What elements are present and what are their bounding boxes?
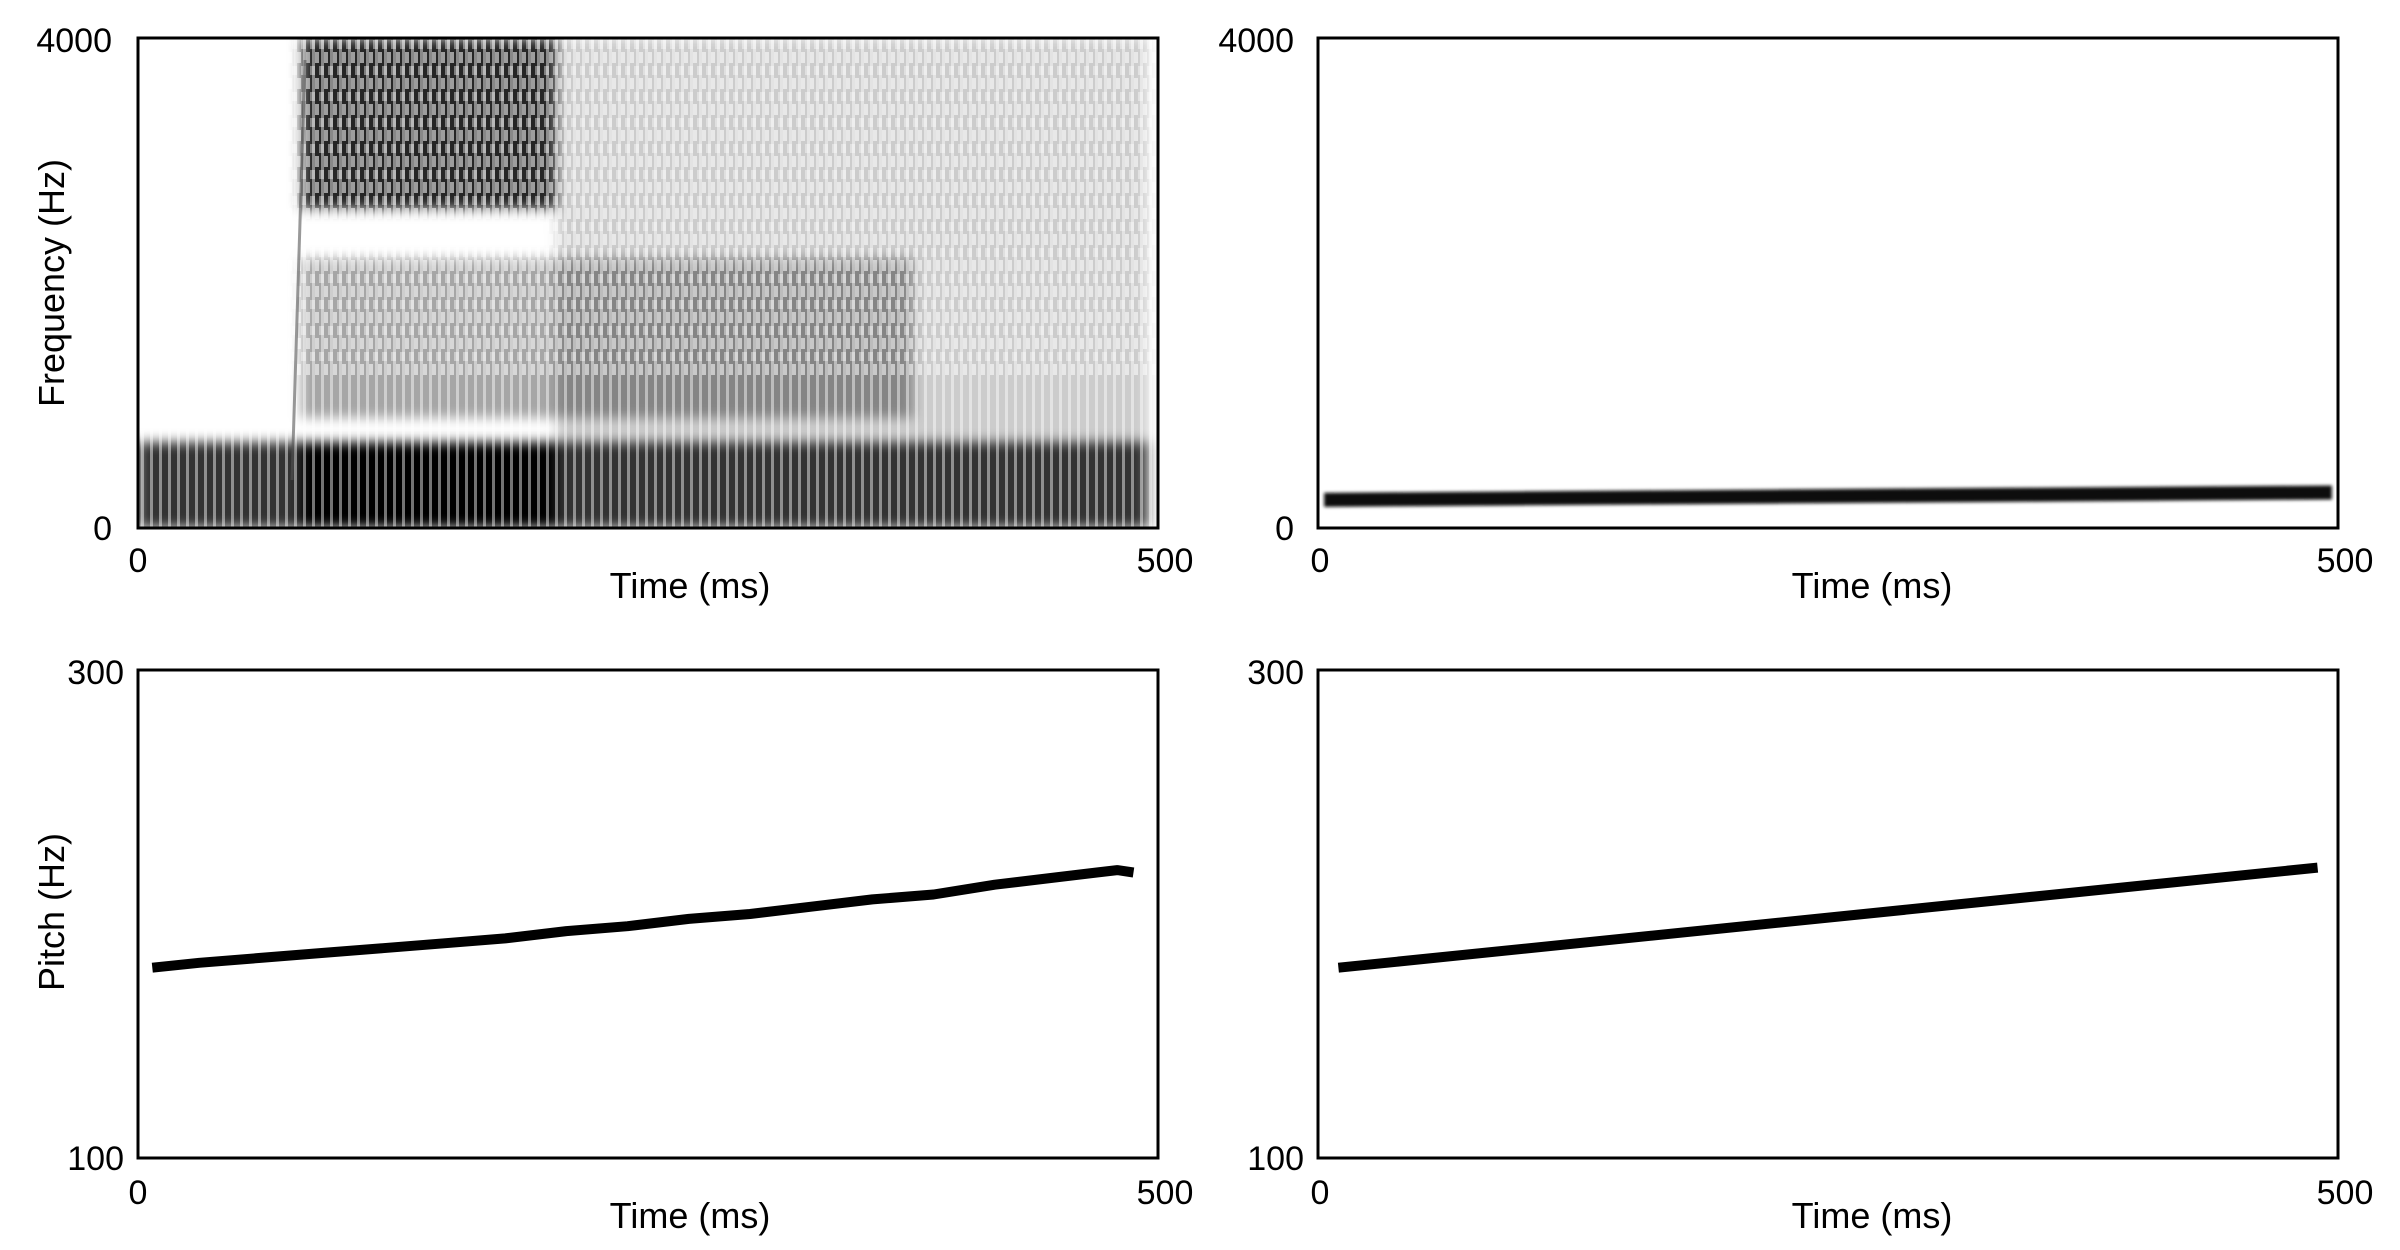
y-tick-label-bottom: 100 [67, 1140, 124, 1178]
pitch-contour-line [1337, 862, 2319, 973]
x-axis-label: Time (ms) [1792, 1195, 1953, 1236]
spectrogram-plot-area [138, 38, 1158, 528]
x-tick-label-left: 0 [129, 542, 148, 580]
x-axis-label: Time (ms) [1792, 565, 1953, 606]
pitch-panel-tone: 300 100 0 500 Time (ms) [1247, 654, 2373, 1236]
x-tick-label-left: 0 [1311, 542, 1330, 580]
plot-frame [136, 668, 1160, 1160]
tone-band [1324, 485, 2332, 507]
y-tick-label-bottom: 100 [1247, 1140, 1304, 1178]
y-tick-label-top: 4000 [36, 22, 112, 60]
pitch-panel-natural: 300 100 0 500 Time (ms) Pitch (Hz) [31, 654, 1193, 1236]
x-tick-label-right: 500 [1137, 1174, 1194, 1212]
x-tick-label-right: 500 [2317, 542, 2374, 580]
y-axis-label: Frequency (Hz) [31, 159, 72, 407]
x-axis-label: Time (ms) [610, 1195, 771, 1236]
y-tick-label-top: 300 [1247, 654, 1304, 692]
pitch-contour-line [151, 865, 1135, 973]
x-tick-label-left: 0 [129, 1174, 148, 1212]
y-tick-label-top: 300 [67, 654, 124, 692]
plot-frame [1316, 668, 2340, 1160]
spectrogram-panel-natural: 4000 0 0 500 Time (ms) Frequency (Hz) [31, 22, 1193, 606]
x-tick-label-right: 500 [1137, 542, 1194, 580]
spectrogram-panel-tone: 4000 0 0 500 Time (ms) [1218, 22, 2373, 606]
spectrogram-plot-area [1324, 485, 2332, 507]
y-tick-label-top: 4000 [1218, 22, 1294, 60]
plot-frame [136, 36, 1160, 530]
y-tick-label-bottom: 0 [93, 510, 112, 548]
y-tick-label-bottom: 0 [1275, 510, 1294, 548]
x-axis-label: Time (ms) [610, 565, 771, 606]
noise-speckle [138, 38, 1158, 378]
x-tick-label-left: 0 [1311, 1174, 1330, 1212]
x-tick-label-right: 500 [2317, 1174, 2374, 1212]
plot-frame [1316, 36, 2340, 530]
onset-line [290, 59, 307, 481]
y-axis-label: Pitch (Hz) [31, 833, 72, 991]
